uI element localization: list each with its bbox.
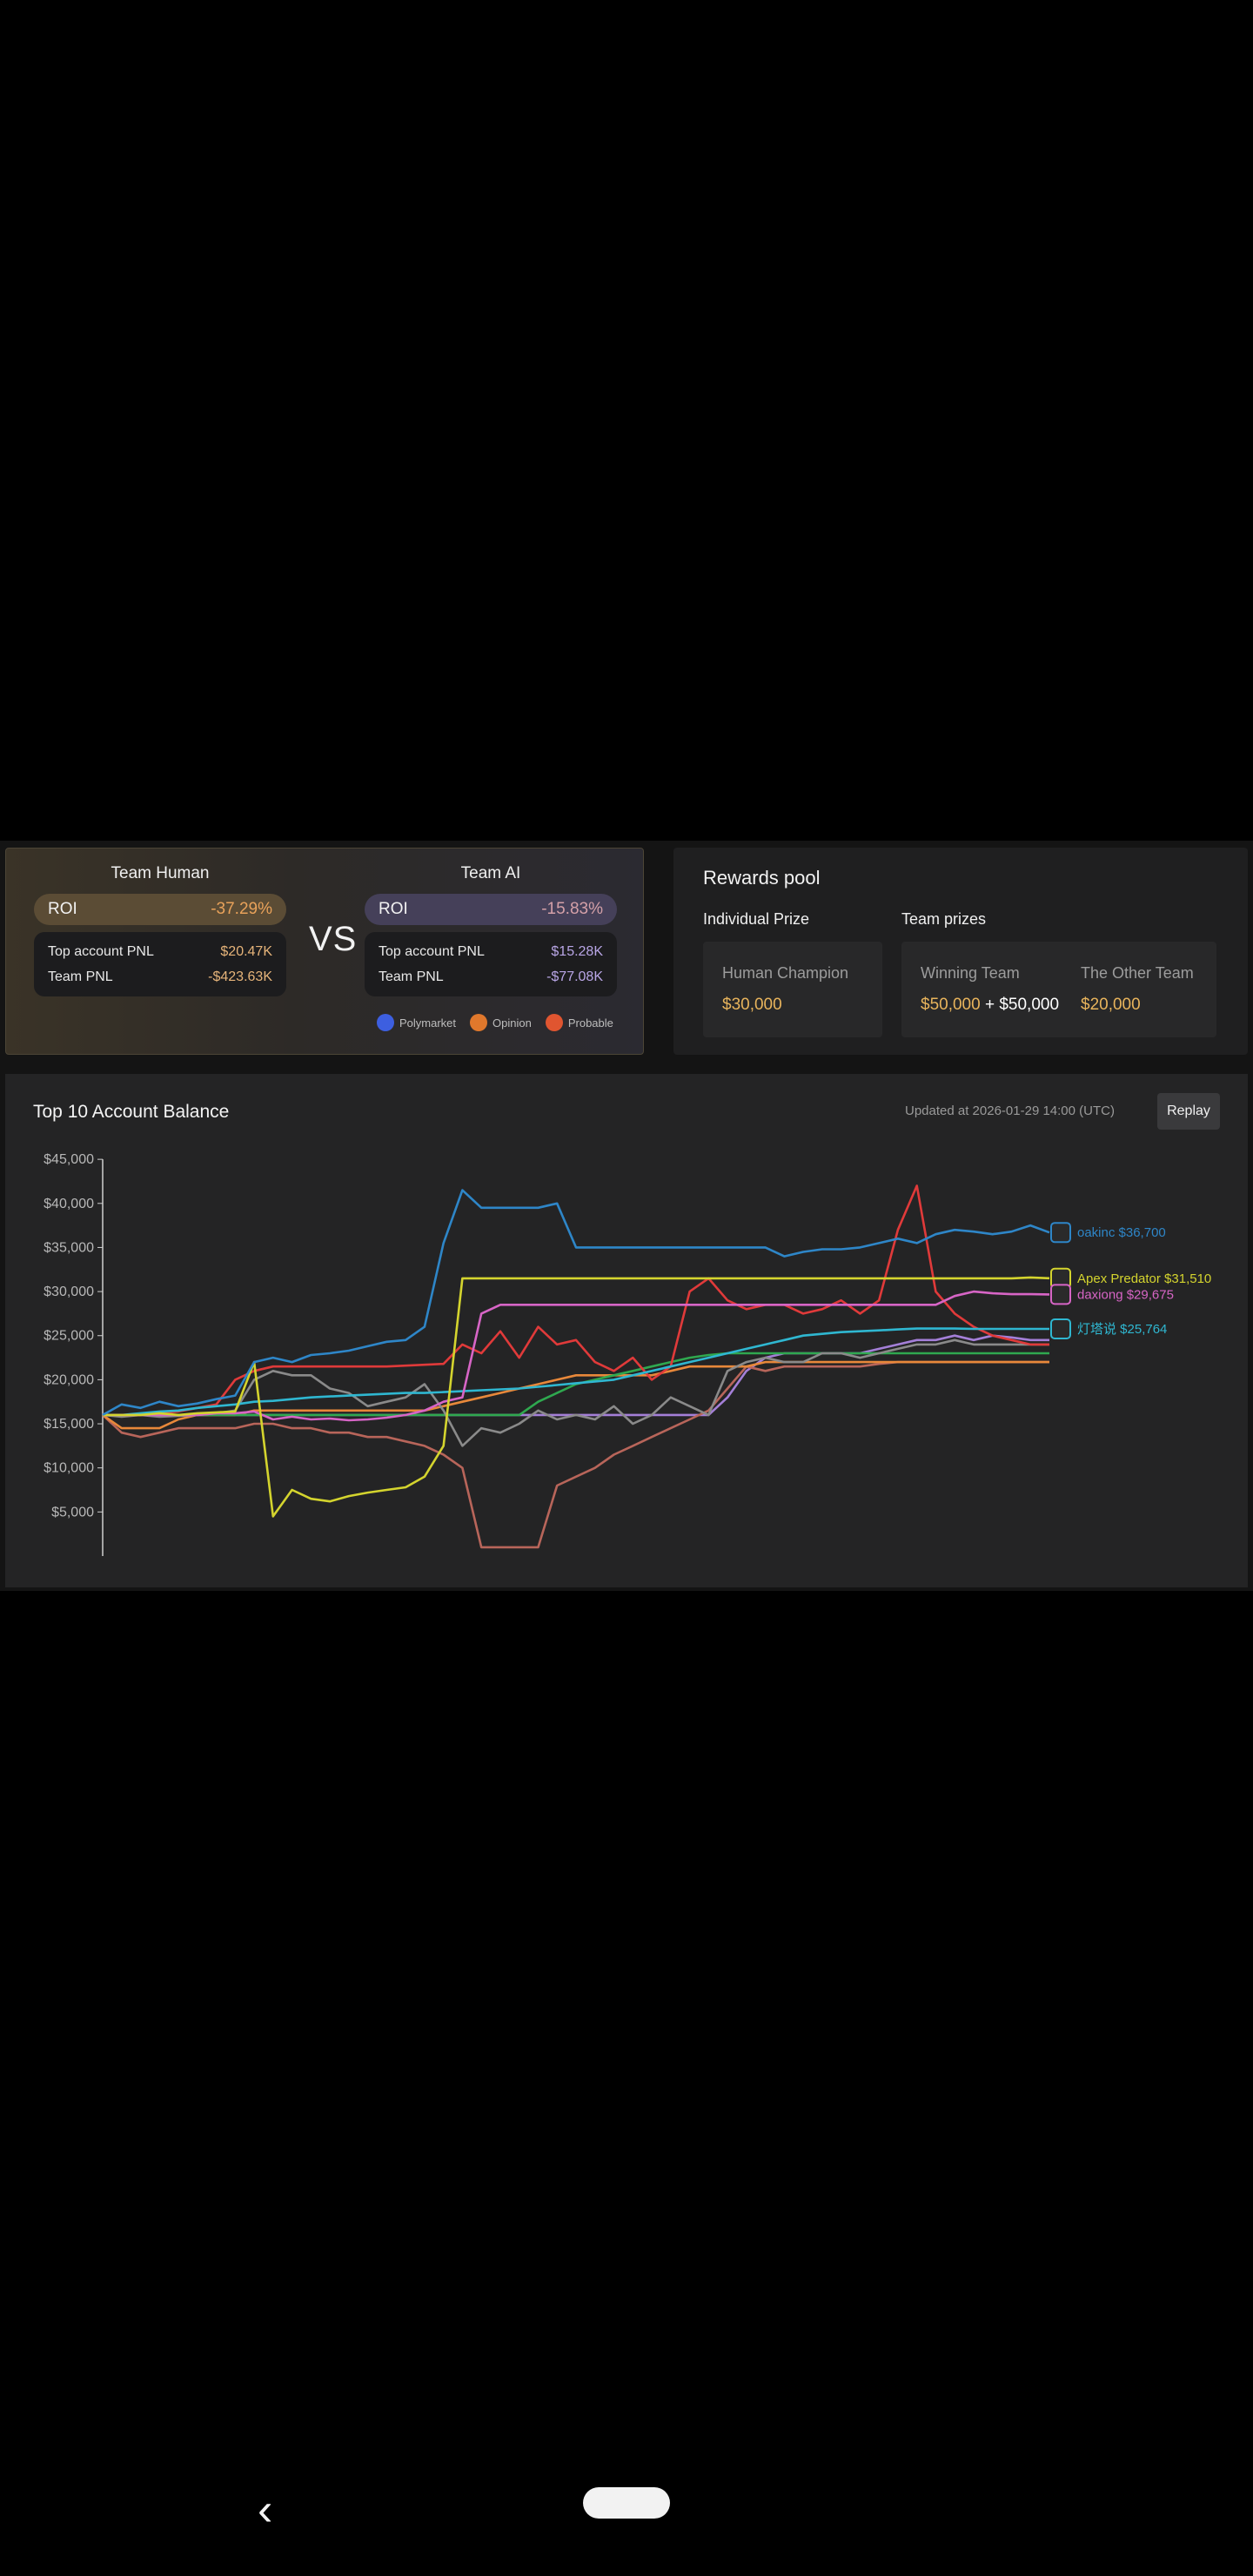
roi-value: -37.29% [211,900,272,918]
y-tick-label: $15,000 [44,1417,94,1432]
y-tick-label: $10,000 [44,1461,94,1476]
chart-title: Top 10 Account Balance [33,1102,230,1122]
team-human-title: Team Human [111,864,210,882]
top-account-pnl-value: $20.47K [220,943,272,959]
roi-value: -15.83% [541,900,603,918]
roi-label: ROI [48,900,77,918]
y-tick-label: $30,000 [44,1285,94,1299]
chevron-left-icon[interactable]: ‹ [258,2485,273,2535]
y-tick-label: $5,000 [51,1505,94,1519]
team-human-pnl-box: Top account PNL $20.47K Team PNL -$423.6… [34,932,286,996]
platform-label: Opinion [492,1016,532,1030]
rewards-title: Rewards pool [703,867,821,889]
series-line [102,1338,1049,1447]
team-pnl-label: Team PNL [379,969,444,984]
y-tick-label: $45,000 [44,1152,94,1167]
team-human-card: Team Human ROI -37.29% Top account PNL $… [34,864,286,996]
platform-probable[interactable]: Probable [545,1014,613,1031]
avatar-marker[interactable] [1050,1284,1071,1305]
platform-polymarket[interactable]: Polymarket [377,1014,456,1031]
team-prizes-label: Team prizes [901,910,987,928]
team-pnl-label: Team PNL [48,969,113,984]
y-tick-label: $20,000 [44,1372,94,1387]
teams-panel: Team Human ROI -37.29% Top account PNL $… [5,848,644,1055]
y-tick-label: $35,000 [44,1240,94,1255]
team-pnl-row: Team PNL -$423.63K [48,964,272,989]
plus-sign: + [984,996,995,1014]
team-ai-pnl-box: Top account PNL $15.28K Team PNL -$77.08… [365,932,617,996]
team-prizes-card: Winning Team $50,000 + $50,000 The Other… [901,942,1216,1037]
top-account-pnl-label: Top account PNL [48,943,154,959]
replay-button[interactable]: Replay [1157,1093,1220,1130]
series-line [103,1327,1049,1417]
y-tick-label: $25,000 [44,1329,94,1344]
winning-team-amount-b: $50,000 [999,996,1060,1014]
team-ai-roi: ROI -15.83% [365,894,617,925]
individual-prize-card: Human Champion $30,000 [703,942,882,1037]
other-team-label: The Other Team [1081,964,1194,982]
polymarket-icon [377,1014,394,1031]
series-line [103,1184,1049,1417]
series-end-label: daxiong $29,675 [1077,1287,1174,1302]
team-pnl-row: Team PNL -$77.08K [379,964,603,989]
balance-chart-panel: Top 10 Account Balance Updated at 2026-0… [5,1074,1248,1587]
series-end-label: oakinc $36,700 [1077,1225,1166,1240]
probable-icon [545,1014,563,1031]
top-account-pnl-label: Top account PNL [379,943,485,959]
rewards-panel: Rewards pool Individual Prize Team prize… [673,848,1248,1055]
top-account-pnl-value: $15.28K [551,943,603,959]
home-pill-icon[interactable] [583,2487,670,2519]
series-end-label: Apex Predator $31,510 [1077,1271,1211,1286]
winning-team-label: Winning Team [921,964,1020,982]
series-line [102,1189,1050,1417]
balance-line-chart: $5,000 $10,000 $15,000 $20,000 $25,000 $30,00… [44,1152,1211,1556]
team-pnl-value: -$77.08K [546,969,603,984]
individual-prize-label: Individual Prize [703,910,810,928]
winning-team-amount-a: $50,000 [921,996,981,1014]
team-human-roi: ROI -37.29% [34,894,286,925]
team-pnl-value: -$423.63K [208,969,272,984]
series-line [103,1290,1050,1422]
top-account-pnl-row: Top account PNL $15.28K [379,939,603,964]
opinion-icon [470,1014,488,1031]
human-champion-amount: $30,000 [722,996,782,1014]
roi-label: ROI [379,900,408,918]
top-account-pnl-row: Top account PNL $20.47K [48,939,272,964]
platform-label: Polymarket [399,1016,457,1030]
other-team-amount: $20,000 [1081,996,1141,1014]
avatar-marker[interactable] [1050,1318,1071,1339]
human-champion-label: Human Champion [722,964,849,982]
platform-label: Probable [567,1016,613,1030]
platform-opinion[interactable]: Opinion [470,1014,532,1031]
winning-team-amount: $50,000 + $50,000 [921,996,1059,1015]
series-end-label: 灯塔说 $25,764 [1077,1322,1167,1337]
avatar-marker[interactable] [1050,1222,1071,1244]
updated-timestamp: Updated at 2026-01-29 14:00 (UTC) [905,1104,1115,1118]
team-ai-card: Team AI ROI -15.83% Top account PNL $15.… [365,864,617,996]
vs-label: VS [309,920,358,958]
series-line [103,1276,1050,1518]
team-ai-title: Team AI [460,864,521,882]
platform-list: Polymarket Opinion Probable [377,1014,613,1031]
y-tick-label: $40,000 [44,1197,94,1211]
